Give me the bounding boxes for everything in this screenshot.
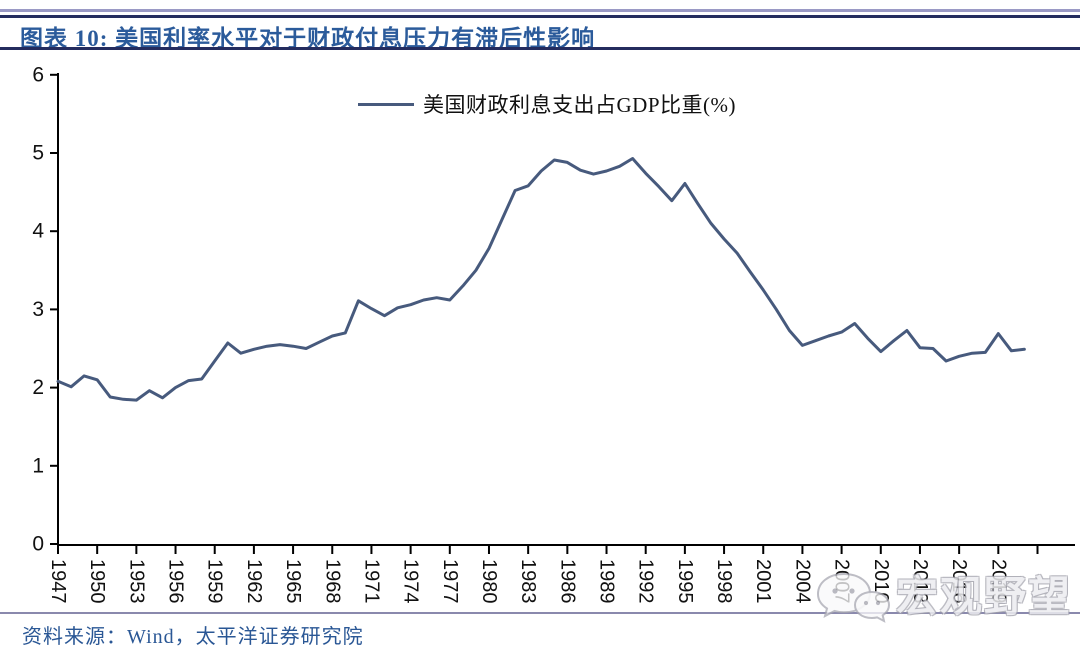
x-tick-label: 2013	[909, 559, 931, 604]
x-tick-label: 1962	[243, 559, 265, 604]
x-tick-label: 1974	[400, 559, 422, 604]
x-tick-label: 1992	[635, 559, 657, 604]
x-tick-label: 1947	[47, 559, 69, 604]
y-tick-label: 0	[32, 533, 44, 556]
legend-label: 美国财政利息支出占GDP比重(%)	[423, 93, 736, 117]
x-tick-label: 2007	[831, 559, 853, 604]
x-tick-label: 2010	[870, 559, 892, 604]
footer-divider	[0, 612, 1080, 614]
page-title: 图表 10: 美国利率水平对于财政付息压力有滞后性影响	[20, 26, 596, 51]
x-tick-label: 1971	[360, 559, 382, 604]
x-tick-label: 1950	[86, 559, 108, 604]
y-tick-label: 1	[32, 454, 44, 477]
y-tick-label: 6	[32, 63, 44, 86]
x-tick-label: 1986	[556, 559, 578, 604]
x-tick-label: 1959	[204, 559, 226, 604]
top-accent-rule	[0, 9, 1080, 12]
x-tick-label: 1968	[321, 559, 343, 604]
x-tick-label: 1977	[439, 559, 461, 604]
x-tick-labels: 1947 1950 1953 1956 1959 1962 1965 1968 1971 1974…	[47, 545, 1039, 604]
y-tick-label: 3	[32, 298, 44, 321]
x-tick-label: 1956	[165, 559, 187, 604]
y-tick-label: 5	[32, 142, 44, 165]
x-tick-label: 2001	[752, 559, 774, 604]
x-tick-label: 1953	[125, 559, 147, 604]
chart-legend: 美国财政利息支出占GDP比重(%)	[358, 89, 736, 119]
x-tick-label: 2004	[791, 559, 813, 604]
x-tick-label: 1965	[282, 559, 304, 604]
x-tick-label: 2019	[987, 559, 1009, 604]
x-tick-label: 2016	[948, 559, 970, 604]
source-note: 资料来源：Wind，太平洋证券研究院	[22, 626, 364, 648]
header-bottom-rule	[0, 47, 1080, 50]
x-tick-label: 1989	[596, 559, 618, 604]
series-line	[56, 157, 1026, 402]
x-tick-label: 1998	[713, 559, 735, 604]
y-tick-label: 4	[32, 220, 44, 243]
legend-line-icon	[358, 102, 414, 106]
x-tick-label: 1983	[517, 559, 539, 604]
y-tick-label: 2	[32, 376, 44, 399]
y-tick-labels: 0 1 2 3 4 5 6	[32, 63, 58, 556]
header-top-rule	[0, 15, 1080, 18]
x-tick-label: 1980	[478, 559, 500, 604]
x-tick-label: 1995	[674, 559, 696, 604]
